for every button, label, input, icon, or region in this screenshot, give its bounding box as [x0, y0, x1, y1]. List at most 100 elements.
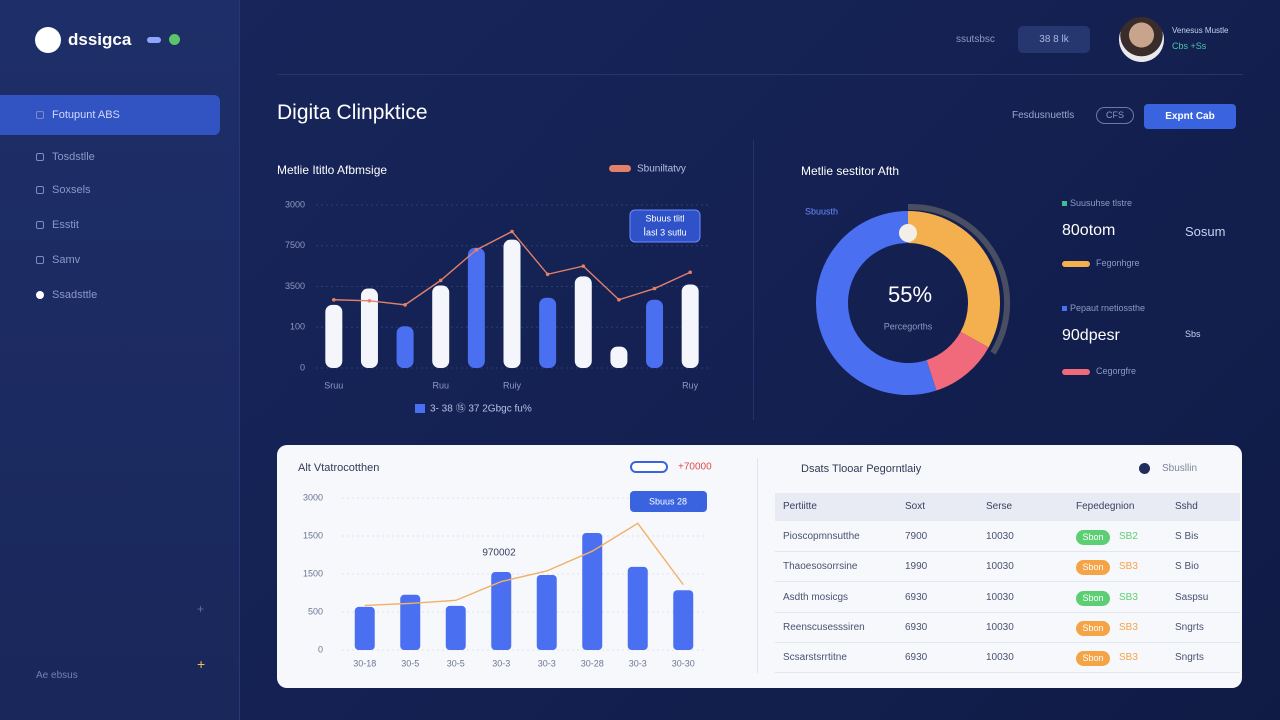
avatar[interactable] [1119, 17, 1164, 62]
page-title: Digita Clinpktice [277, 101, 428, 124]
nav-item[interactable]: Fotupunt ABS [0, 95, 220, 135]
nav-icon [36, 186, 44, 194]
stat-caption: Pepaut rnetiossthe [1070, 303, 1146, 313]
cell: SB3 [1119, 561, 1138, 573]
nav-icon [36, 256, 44, 264]
divider [757, 458, 758, 673]
stat-legend: Cegorgfre [1096, 366, 1137, 376]
status-dot [1139, 463, 1150, 474]
row-divider [775, 581, 1240, 583]
nav-item[interactable]: Ssadsttle [0, 275, 220, 315]
stat-marker [1062, 201, 1067, 206]
logo-pill [147, 37, 161, 43]
column-header: Serse [986, 501, 1013, 512]
toggle[interactable]: CFS [1096, 107, 1134, 124]
point [367, 298, 372, 303]
nav-icon [36, 221, 44, 229]
bar [396, 326, 414, 368]
legend-label: Sbuniltatvy [637, 164, 686, 175]
row-divider [775, 611, 1240, 613]
bar [574, 276, 592, 368]
x-tick-label: Ruu [432, 380, 449, 390]
cell: 1990 [905, 561, 928, 573]
chart-title: Metlie Ititlo Afbmsige [277, 163, 387, 177]
column-header: Sshd [1175, 501, 1198, 512]
nav-item[interactable]: Soxsels [0, 170, 220, 210]
y-tick-label: 0 [300, 362, 305, 372]
legend-swatch [415, 404, 425, 413]
status-badge: Sbon [1076, 651, 1110, 667]
row-divider [775, 641, 1240, 643]
cell: SB3 [1119, 621, 1138, 633]
annotation: Sbuus tlitl [645, 213, 684, 223]
date-picker[interactable]: 38 8 lk [1018, 26, 1090, 53]
cell: 10030 [986, 531, 1014, 542]
column-header: Pertiitte [783, 501, 817, 512]
divider [753, 140, 754, 420]
donut-segment [907, 211, 1000, 348]
x-tick-label: Ruiy [503, 380, 522, 390]
cell: Sngrts [1175, 652, 1204, 664]
logo-dot [169, 34, 180, 45]
cell: SB2 [1119, 531, 1138, 542]
nav-item[interactable]: Tosdstlle [0, 137, 220, 177]
point [510, 229, 514, 234]
logo-text: dssigca [68, 30, 132, 49]
user-sub: Cbs +Ss [1172, 41, 1207, 51]
y-tick-label: 3500 [285, 281, 305, 291]
bar [610, 346, 628, 368]
status-badge: Sbon [1076, 530, 1110, 545]
cell: 6930 [905, 621, 928, 633]
nav-icon [36, 153, 44, 161]
cell: SB3 [1119, 652, 1138, 664]
stat-legend-line [1062, 261, 1090, 267]
bar [503, 239, 521, 368]
bar [432, 285, 450, 368]
export-button[interactable]: Expnt Cab [1144, 104, 1236, 129]
chart-subtitle: Sbuusth [805, 206, 838, 216]
side-add[interactable]: + [197, 656, 206, 672]
cell: Thaoesosorrsine [783, 561, 858, 573]
search[interactable]: ssutsbsc [956, 34, 995, 45]
user-name: Venesus Mustle [1172, 26, 1229, 35]
donut-center-caption: Percegorths [884, 321, 933, 331]
stat-legend-line [1062, 369, 1090, 375]
cell: Sngrts [1175, 621, 1204, 633]
point [474, 248, 479, 252]
table-header [775, 493, 1240, 521]
x-tick-label: Sruu [324, 380, 343, 390]
point [617, 297, 621, 302]
sidebar-footer: Ae ebsus [36, 670, 78, 681]
x-tick-label: Ruy [682, 380, 699, 390]
table-title: Dsats Tlooar Pegorntlaiy [801, 463, 922, 475]
nav-item[interactable]: Samv [0, 240, 220, 280]
donut-track [907, 203, 1011, 355]
y-tick-label: 7500 [285, 240, 305, 250]
annotation-box [629, 209, 701, 243]
point [652, 286, 657, 291]
cell: 10030 [986, 561, 1014, 573]
sidebar: dssigca Ae ebsus + + Fotupunt ABS Tosdstl… [0, 0, 240, 720]
cell: 10030 [986, 621, 1014, 633]
y-tick-label: 100 [290, 322, 305, 332]
cell: S Bis [1175, 531, 1199, 542]
annotation: ꟾasl 3 sutlu [643, 226, 686, 237]
divider [277, 74, 1243, 75]
nav-item[interactable]: Esstit [0, 205, 220, 245]
stat-value: 80otom [1062, 222, 1116, 239]
side-icon: + [197, 602, 205, 616]
bar [539, 297, 557, 368]
stat-value: 90dpesr [1062, 327, 1120, 344]
donut-knob [899, 224, 917, 242]
line [333, 230, 691, 306]
stat-legend: Fegonhgre [1096, 258, 1140, 268]
cell: 7900 [905, 531, 928, 542]
donut-segment [925, 331, 989, 391]
stat-caption: Suusuhse tlstre [1070, 198, 1133, 208]
y-tick-label: 3000 [285, 199, 305, 209]
bar [360, 288, 378, 368]
point [545, 272, 550, 277]
filter[interactable]: Fesdusnuettls [1012, 110, 1075, 121]
logo-icon [35, 27, 61, 53]
